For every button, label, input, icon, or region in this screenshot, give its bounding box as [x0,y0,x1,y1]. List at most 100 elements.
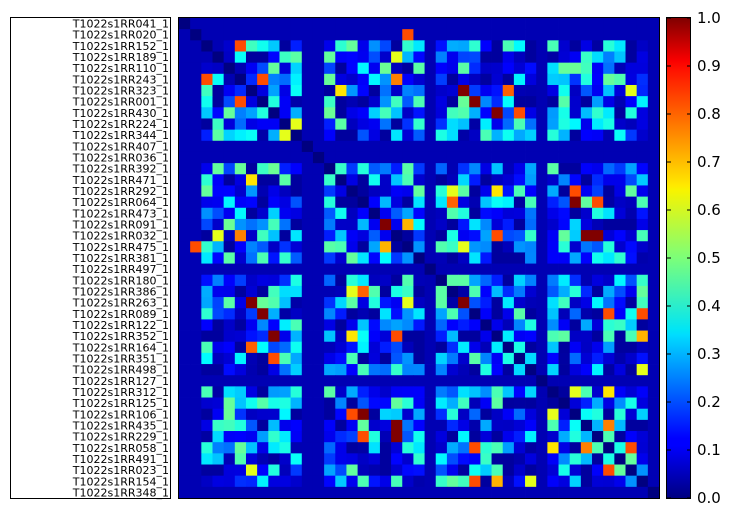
heatmap-cell [190,352,202,365]
heatmap-cell [290,297,303,309]
heatmap-cell [446,352,459,365]
heatmap-cell [469,40,481,52]
heatmap-cell [279,419,292,432]
heatmap-cell [458,40,470,52]
heatmap-cell [234,51,247,64]
heatmap-cell [379,129,392,142]
heatmap-cell [536,129,548,142]
heatmap-cell [312,252,325,264]
heatmap-cell [625,218,638,231]
heatmap-cell [491,330,504,343]
heatmap-cell [513,308,526,320]
heatmap-cell [580,18,593,30]
heatmap-cell [614,442,626,454]
heatmap-cell [413,107,425,119]
heatmap-cell [368,352,381,365]
heatmap-cell [491,341,504,354]
heatmap-cell [558,386,571,398]
heatmap-cell [190,84,202,97]
heatmap-cell [525,51,537,64]
heatmap-cell [491,151,504,164]
heatmap-cell [379,297,392,309]
heatmap-cell [245,51,258,64]
heatmap-cell [402,352,414,365]
heatmap-cell [257,174,269,186]
heatmap-cell [603,263,615,276]
heatmap-cell [536,29,548,41]
heatmap-cell [480,96,492,108]
heatmap-cell [190,341,202,354]
heatmap-cell [536,151,548,164]
heatmap-cell [458,29,470,41]
heatmap-cell [446,397,459,410]
heatmap-cell [536,84,548,97]
heatmap-cell [636,118,649,131]
heatmap-cell [301,163,314,175]
heatmap-cell [525,62,537,75]
heatmap-cell [580,319,593,331]
heatmap-cell [268,319,280,331]
heatmap-cell [335,274,347,287]
heatmap-cell [458,453,470,465]
heatmap-cell [413,241,425,253]
heatmap-cell [502,386,515,398]
heatmap-cell [234,419,247,432]
heatmap-cell [480,207,492,220]
heatmap-cell [312,319,325,331]
heatmap-cell [558,163,571,175]
heatmap-cell [580,274,593,287]
heatmap-cell [636,386,649,398]
heatmap-cell [569,174,582,186]
heatmap-cell [324,397,336,410]
heatmap-cell [625,453,638,465]
heatmap-cell [223,151,236,164]
heatmap-cell [212,218,225,231]
heatmap-cell [190,285,202,298]
heatmap-cell [625,252,638,264]
heatmap-cell [379,263,392,276]
heatmap-cell [458,319,470,331]
heatmap-cell [402,73,414,86]
heatmap-cell [190,453,202,465]
heatmap-cell [580,230,593,242]
heatmap-cell [536,397,548,410]
heatmap-cell [469,453,481,465]
heatmap-cell [458,73,470,86]
heatmap-cell [547,96,559,108]
heatmap-cell [391,62,403,75]
heatmap-cell [547,196,559,209]
heatmap-cell [312,274,325,287]
heatmap-cell [513,218,526,231]
heatmap-cell [268,375,280,387]
heatmap-cell [446,207,459,220]
heatmap-cell [525,84,537,97]
heatmap-cell [346,107,358,119]
heatmap-cell [201,241,213,253]
heatmap-cell [614,341,626,354]
heatmap-cell [513,140,526,153]
heatmap-cell [357,442,370,454]
heatmap-cell [424,84,437,97]
heatmap-cell [268,419,280,432]
heatmap-cell [502,364,515,376]
heatmap-cell [346,151,358,164]
heatmap-cell [569,196,582,209]
heatmap-cell [603,84,615,97]
heatmap-cell [335,174,347,186]
heatmap-cell [502,486,515,499]
heatmap-cell [324,218,336,231]
heatmap-cell [346,185,358,197]
heatmap-cell [491,475,504,488]
heatmap-cell [279,442,292,454]
heatmap-cell [536,140,548,153]
heatmap-cell [402,475,414,488]
heatmap-cell [279,486,292,499]
heatmap-cell [592,18,604,30]
heatmap-cell [458,364,470,376]
heatmap-cell [413,185,425,197]
heatmap-cell [480,319,492,331]
heatmap-cell [469,118,481,131]
heatmap-cell [491,486,504,499]
heatmap-cell [592,408,604,421]
heatmap-cell [245,241,258,253]
